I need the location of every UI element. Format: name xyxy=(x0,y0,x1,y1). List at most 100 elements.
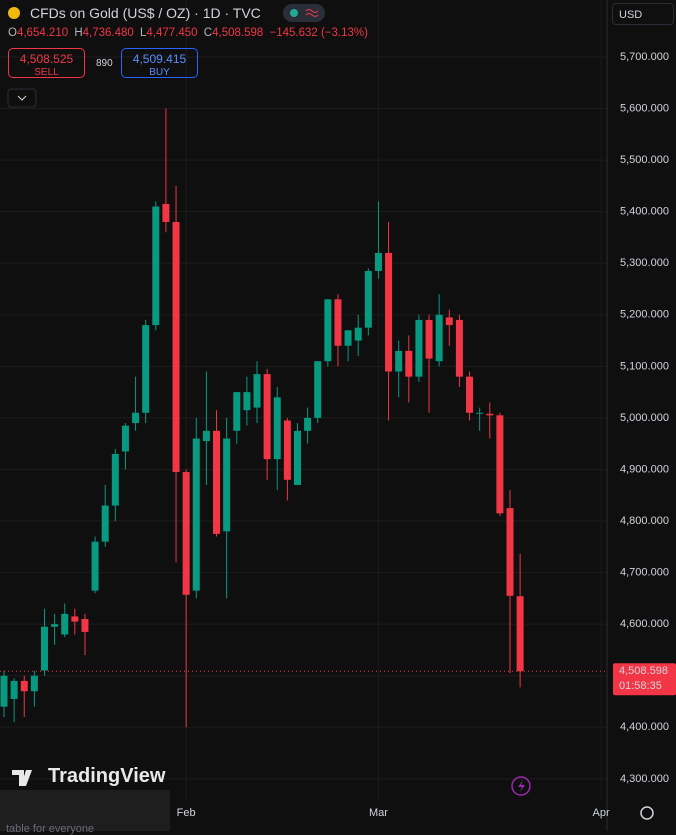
candle-body xyxy=(273,397,281,460)
candle-body xyxy=(425,319,433,359)
watermark: TradingView xyxy=(48,765,166,787)
y-tick-label: 4,900.000 xyxy=(620,463,669,475)
candle-body xyxy=(142,325,150,413)
candle-body xyxy=(182,472,190,595)
buy-label: BUY xyxy=(149,67,170,78)
candle-body xyxy=(293,430,301,485)
candle-body xyxy=(334,299,342,346)
candle-body xyxy=(283,420,291,480)
candle-body xyxy=(152,206,160,326)
x-tick-label: Apr xyxy=(593,807,610,819)
plot xyxy=(0,0,607,800)
last-price-label: 4,508.598 xyxy=(619,665,668,677)
y-tick-label: 5,300.000 xyxy=(620,257,669,269)
candle-body xyxy=(51,624,59,627)
ohlc-key: O xyxy=(8,27,17,39)
y-tick-label: 5,100.000 xyxy=(620,360,669,372)
settings-icon[interactable] xyxy=(640,806,654,820)
candle-body xyxy=(385,252,393,372)
y-tick-label: 4,300.000 xyxy=(620,773,669,785)
change: −145.632 (−3.13%) xyxy=(269,27,368,39)
candle-body xyxy=(496,415,504,514)
candle-body xyxy=(101,505,109,542)
candle-body xyxy=(121,425,129,452)
y-tick-label: 5,600.000 xyxy=(620,102,669,114)
footer-snippet-box: table for everyone xyxy=(0,790,170,835)
candle-body xyxy=(253,374,261,408)
candle-body xyxy=(324,299,332,362)
candle-body xyxy=(192,438,200,591)
candle-body xyxy=(435,314,443,362)
candle-body xyxy=(405,350,413,377)
y-tick-label: 5,000.000 xyxy=(620,412,669,424)
ohlc-value: 4,736.480 xyxy=(82,27,134,39)
candle-body xyxy=(506,508,514,596)
candle-body xyxy=(0,675,8,707)
candle-body xyxy=(455,319,463,377)
sell-button[interactable]: 4,508.525 SELL xyxy=(8,48,85,78)
ohlc-value: 4,477.450 xyxy=(146,27,198,39)
candle-body xyxy=(395,350,403,372)
candle-body xyxy=(304,417,312,431)
candle-body xyxy=(202,430,210,442)
candle-body xyxy=(344,330,352,346)
ohlc-key: H xyxy=(74,27,83,39)
collapse-button[interactable] xyxy=(7,88,37,108)
candle-body xyxy=(20,680,28,692)
y-tick-label: 5,200.000 xyxy=(620,309,669,321)
y-tick-label: 5,500.000 xyxy=(620,154,669,166)
candle-body xyxy=(213,430,221,534)
candle-body xyxy=(162,203,170,222)
y-tick-label: 5,700.000 xyxy=(620,51,669,63)
candle-body xyxy=(476,412,484,414)
symbol-title: CFDs on Gold (US$ / OZ) · 1D · TVC xyxy=(30,5,261,21)
candle-body xyxy=(81,619,89,632)
chevron xyxy=(17,95,27,101)
candle-body xyxy=(30,675,38,692)
candle-body xyxy=(374,252,382,271)
x-tick-label: Feb xyxy=(177,807,196,819)
candle-body xyxy=(243,392,251,411)
y-tick-label: 4,400.000 xyxy=(620,721,669,733)
bolt xyxy=(518,780,525,792)
candle-body xyxy=(354,327,362,341)
candle-body xyxy=(263,374,271,460)
y-tick-label: 4,700.000 xyxy=(620,567,669,579)
candle-body xyxy=(111,454,119,506)
currency-select[interactable]: USD xyxy=(612,3,674,25)
candle-body xyxy=(233,392,241,431)
y-tick-label: 5,400.000 xyxy=(620,206,669,218)
last-price-tag xyxy=(613,663,676,696)
candle-body xyxy=(172,221,180,473)
spread: 890 xyxy=(96,58,113,69)
y-tick-label: 4,800.000 xyxy=(620,515,669,527)
candle-body xyxy=(223,438,231,532)
countdown: 01:58:35 xyxy=(619,680,662,692)
candle-body xyxy=(445,317,453,326)
buy-price: 4,509.415 xyxy=(132,52,187,66)
sell-label: SELL xyxy=(34,67,59,78)
candle-body xyxy=(516,596,524,672)
candle-body xyxy=(486,413,494,416)
status-dot xyxy=(290,9,298,17)
ohlc-key: L xyxy=(140,27,147,39)
buy-button[interactable]: 4,509.415 BUY xyxy=(121,48,198,78)
candle-body xyxy=(415,319,423,377)
tv-logo xyxy=(12,770,32,786)
footer-snippet: table for everyone xyxy=(6,823,95,835)
candle-body xyxy=(314,361,322,418)
symbol-icon xyxy=(8,7,20,19)
candle-body xyxy=(40,626,48,671)
candle-body xyxy=(466,376,474,413)
ohlc-key: C xyxy=(203,27,213,39)
alert-icon[interactable] xyxy=(511,776,531,796)
candle-body xyxy=(364,270,372,328)
x-tick-label: Mar xyxy=(369,807,388,819)
y-tick-label: 4,600.000 xyxy=(620,618,669,630)
ohlc-value: 4,508.598 xyxy=(212,27,264,39)
candle-body xyxy=(10,680,18,699)
status-pill[interactable] xyxy=(283,4,325,22)
candle-body xyxy=(71,616,79,622)
